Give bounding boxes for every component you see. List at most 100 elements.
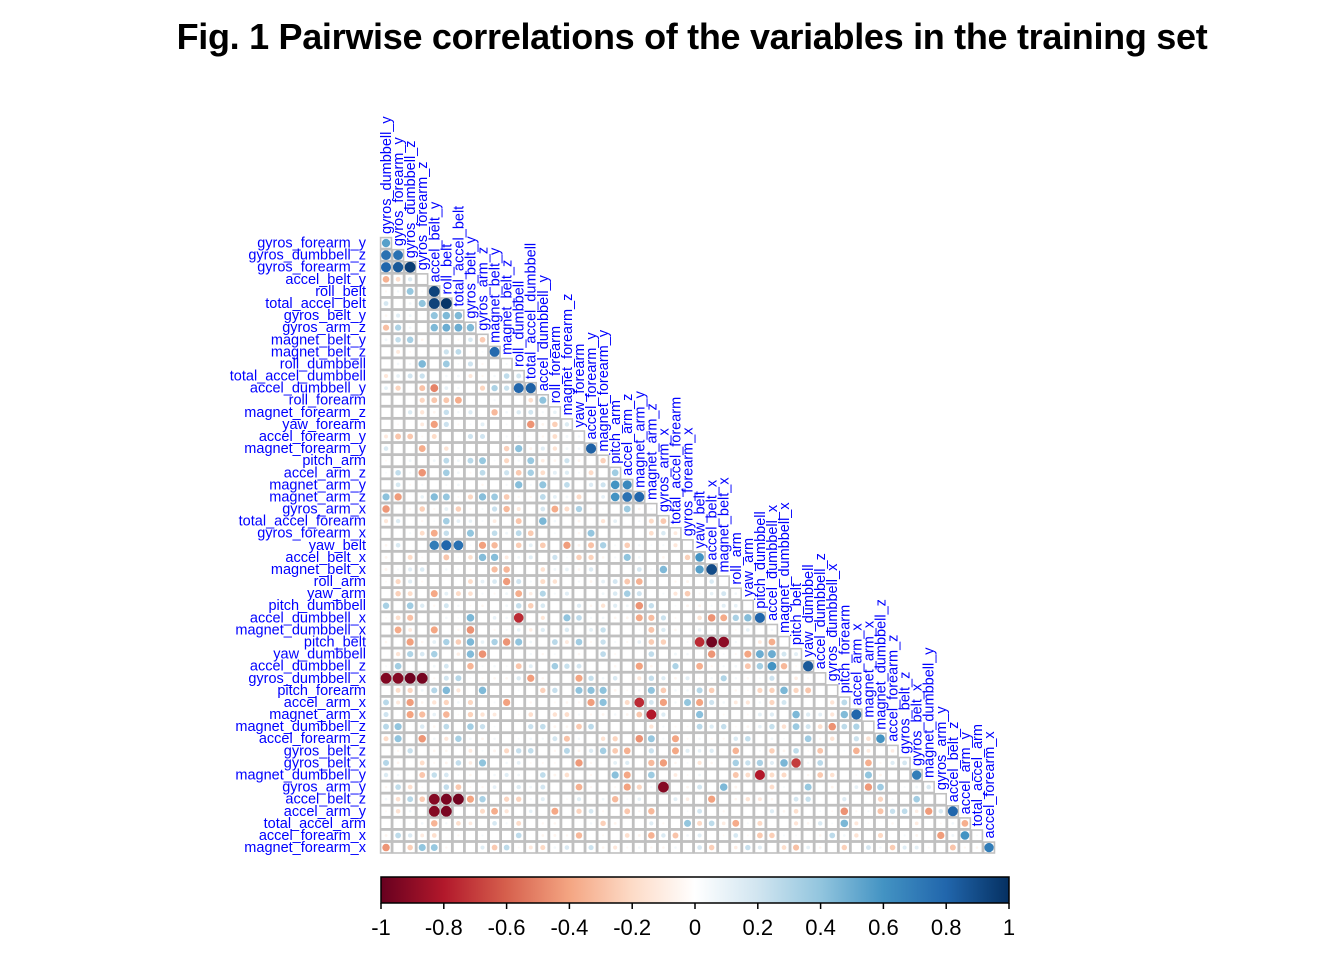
corr-circle-accel_dumbbell_x-accel_forearm_y	[589, 616, 593, 620]
grid-cell	[379, 587, 393, 600]
corr-circle-accel_forearm_z-magnet_arm_x	[866, 736, 871, 742]
corr-circle-gyros_arm_y-gyros_dumbbell_x	[830, 785, 834, 789]
corr-circle-total_accel_dumbbell-roll_belt	[445, 374, 448, 378]
corr-circle-yaw_arm-roll_belt	[444, 591, 449, 596]
corr-circle-accel_forearm_z-yaw_belt	[698, 737, 701, 740]
grid-cell	[620, 623, 634, 637]
corr-circle-magnet_belt_x-gyros_forearm_z	[419, 567, 425, 572]
corr-circle-pitch_forearm-gyros_forearm_y	[395, 687, 401, 693]
corr-circle-magnet_dumbbell_x-magnet_belt_y	[493, 628, 496, 632]
corr-circle-pitch_forearm-accel_belt_x	[708, 687, 715, 694]
grid-cell	[548, 672, 562, 685]
corr-circle-gyros_belt_x-total_accel_forearm	[674, 761, 677, 765]
corr-circle-magnet_dumbbell_y-accel_belt_y	[431, 772, 438, 778]
grid-cell	[403, 732, 417, 745]
corr-circle-accel_forearm_x-magnet_dumbbell_z	[877, 832, 884, 839]
corr-circle-gyros_belt_z-gyros_forearm_x	[685, 748, 690, 753]
grid-cell	[717, 744, 730, 758]
grid-cell	[500, 539, 513, 552]
corr-circle-accel_arm_x-roll_arm	[733, 700, 738, 705]
corr-circle-accel_forearm_z-yaw_dumbbell	[804, 735, 812, 743]
grid-cell	[620, 514, 634, 528]
row-label-accel-arm-x: accel_arm_x	[284, 695, 367, 711]
corr-circle-magnet_forearm_z-roll_dumbbell	[516, 410, 521, 415]
grid-cell	[415, 744, 429, 758]
corr-circle-gyros_arm_x-gyros_dumbbell_y	[382, 505, 390, 513]
corr-circle-magnet_forearm_x-accel_belt_z	[949, 844, 956, 851]
corr-circle-gyros_belt_y-gyros_forearm_y	[395, 313, 401, 318]
corr-circle-total_accel_arm-pitch_forearm	[840, 819, 849, 828]
row-label-yaw-belt: yaw_belt	[309, 538, 366, 554]
corr-circle-gyros_belt_z-yaw_dumbbell	[807, 749, 810, 752]
corr-circle-gyros_arm_y-magnet_belt_y	[492, 785, 497, 789]
corr-circle-pitch_arm-magnet_belt_y	[493, 459, 496, 462]
corr-circle-pitch_forearm-roll_forearm	[552, 687, 558, 694]
corr-circle-pitch_forearm-magnet_arm_z	[647, 686, 655, 694]
corr-circle-accel_belt_z-gyros_forearm_z	[419, 796, 426, 803]
grid-cell	[862, 792, 875, 806]
color-scale-tick-label: 0.6	[868, 915, 899, 940]
corr-circle-yaw_arm-magnet_forearm_z	[564, 591, 569, 596]
corr-circle-accel_forearm_z-accel_belt_y	[432, 737, 436, 741]
corr-circle-magnet_dumbbell_y-accel_arm_x	[855, 773, 858, 777]
corr-circle-total_accel_arm-roll_forearm	[553, 822, 557, 825]
corr-circle-accel_forearm_z-gyros_belt_y	[469, 737, 472, 741]
corr-circle-accel_forearm_z-magnet_arm_y	[635, 734, 644, 743]
corr-circle-gyros_belt_z-accel_arm_x	[853, 747, 860, 755]
corr-circle-magnet_dumbbell_z-gyros_forearm_x	[686, 725, 689, 728]
corr-circle-magnet_belt_y-total_accel_belt	[457, 338, 460, 341]
corr-circle-magnet_forearm_z-accel_dumbbell_y	[541, 411, 545, 414]
corr-circle-accel_forearm_x-magnet_arm_z	[648, 832, 655, 839]
corr-circle-accel_forearm_x-accel_belt_y	[431, 833, 437, 838]
corr-circle-magnet_dumbbell_y-accel_arm_z	[623, 771, 631, 779]
corr-circle-magnet_belt_z-gyros_belt_y	[469, 350, 472, 353]
corr-circle-magnet_dumbbell_y-roll_belt	[443, 772, 449, 778]
corr-circle-gyros_arm_z-roll_belt	[442, 323, 451, 332]
grid-cell	[560, 805, 574, 818]
corr-circle-pitch_forearm-total_accel_belt	[456, 688, 461, 693]
grid-cell	[440, 575, 453, 588]
corr-circle-magnet_forearm_x-gyros_arm_x	[662, 846, 665, 849]
corr-circle-magnet_belt_x-roll_forearm	[553, 568, 557, 571]
corr-circle-gyros_dumbbell_x-gyros_forearm_z	[416, 672, 428, 684]
corr-circle-magnet_forearm_z-accel_belt_y	[432, 410, 436, 414]
corr-circle-total_accel_arm-accel_belt_z	[951, 822, 955, 825]
corr-circle-accel_dumbbell_y-gyros_forearm_y	[395, 385, 401, 391]
corr-circle-magnet_arm_z-total_accel_belt	[457, 495, 460, 499]
corr-circle-gyros_arm_x-roll_dumbbell	[516, 506, 521, 512]
corr-circle-gyros_arm_z-gyros_dumbbell_y	[382, 324, 390, 331]
grid-cell	[428, 442, 441, 455]
corr-circle-magnet_dumbbell_z-yaw_arm	[746, 725, 750, 729]
corr-circle-gyros_belt_z-yaw_forearm	[577, 749, 581, 753]
corr-circle-yaw_forearm-magnet_belt_z	[505, 423, 508, 426]
grid-cell	[850, 841, 863, 854]
corr-circle-accel_forearm_y-gyros_dumbbell_z	[407, 433, 414, 440]
corr-circle-magnet_dumbbell_z-magnet_belt_y	[493, 725, 496, 728]
corr-circle-magnet_belt_y-roll_belt	[445, 338, 448, 341]
corr-circle-magnet_dumbbell_y-gyros_dumbbell_y	[383, 772, 389, 778]
grid-cell	[777, 792, 791, 806]
corr-circle-yaw_belt-roll_belt	[441, 540, 452, 551]
col-label-pitch-dumbbell: pitch_dumbbell	[753, 511, 769, 609]
corr-circle-accel_dumbbell_z-total_accel_forearm	[672, 663, 679, 670]
corr-circle-yaw_dumbbell-pitch_arm	[614, 653, 617, 656]
corr-circle-pitch_dumbbell-magnet_belt_z	[505, 604, 509, 608]
corr-circle-total_accel_dumbbell-magnet_belt_z	[503, 373, 510, 379]
corr-circle-pitch_dumbbell-roll_arm	[733, 603, 738, 608]
corr-circle-magnet_dumbbell_z-gyros_forearm_y	[394, 723, 402, 731]
corr-circle-accel_dumbbell_y-gyros_forearm_z	[419, 385, 426, 392]
corr-circle-yaw_forearm-gyros_belt_y	[469, 423, 472, 426]
corr-circle-gyros_arm_y-accel_arm_z	[623, 783, 631, 791]
row-label-gyros-dumbbell-x: gyros_dumbbell_x	[248, 671, 366, 687]
corr-circle-gyros_dumbbell_x-total_accel_belt	[455, 675, 462, 682]
col-label-magnet-arm-y: magnet_arm_y	[632, 390, 648, 487]
corr-circle-roll_dumbbell-roll_belt	[442, 360, 450, 368]
corr-circle-gyros_arm_x-accel_forearm_y	[589, 507, 593, 511]
grid-cell	[464, 841, 477, 854]
grid-cell	[403, 768, 417, 782]
corr-circle-magnet_arm_z-gyros_dumbbell_y	[382, 493, 390, 501]
corr-circle-accel_belt_z-accel_arm_z	[626, 798, 629, 801]
corr-circle-gyros_arm_y-gyros_forearm_z	[421, 786, 424, 789]
corr-circle-roll_dumbbell-gyros_forearm_z	[418, 360, 426, 368]
corr-circle-pitch_arm-accel_dumbbell_y	[540, 458, 545, 463]
